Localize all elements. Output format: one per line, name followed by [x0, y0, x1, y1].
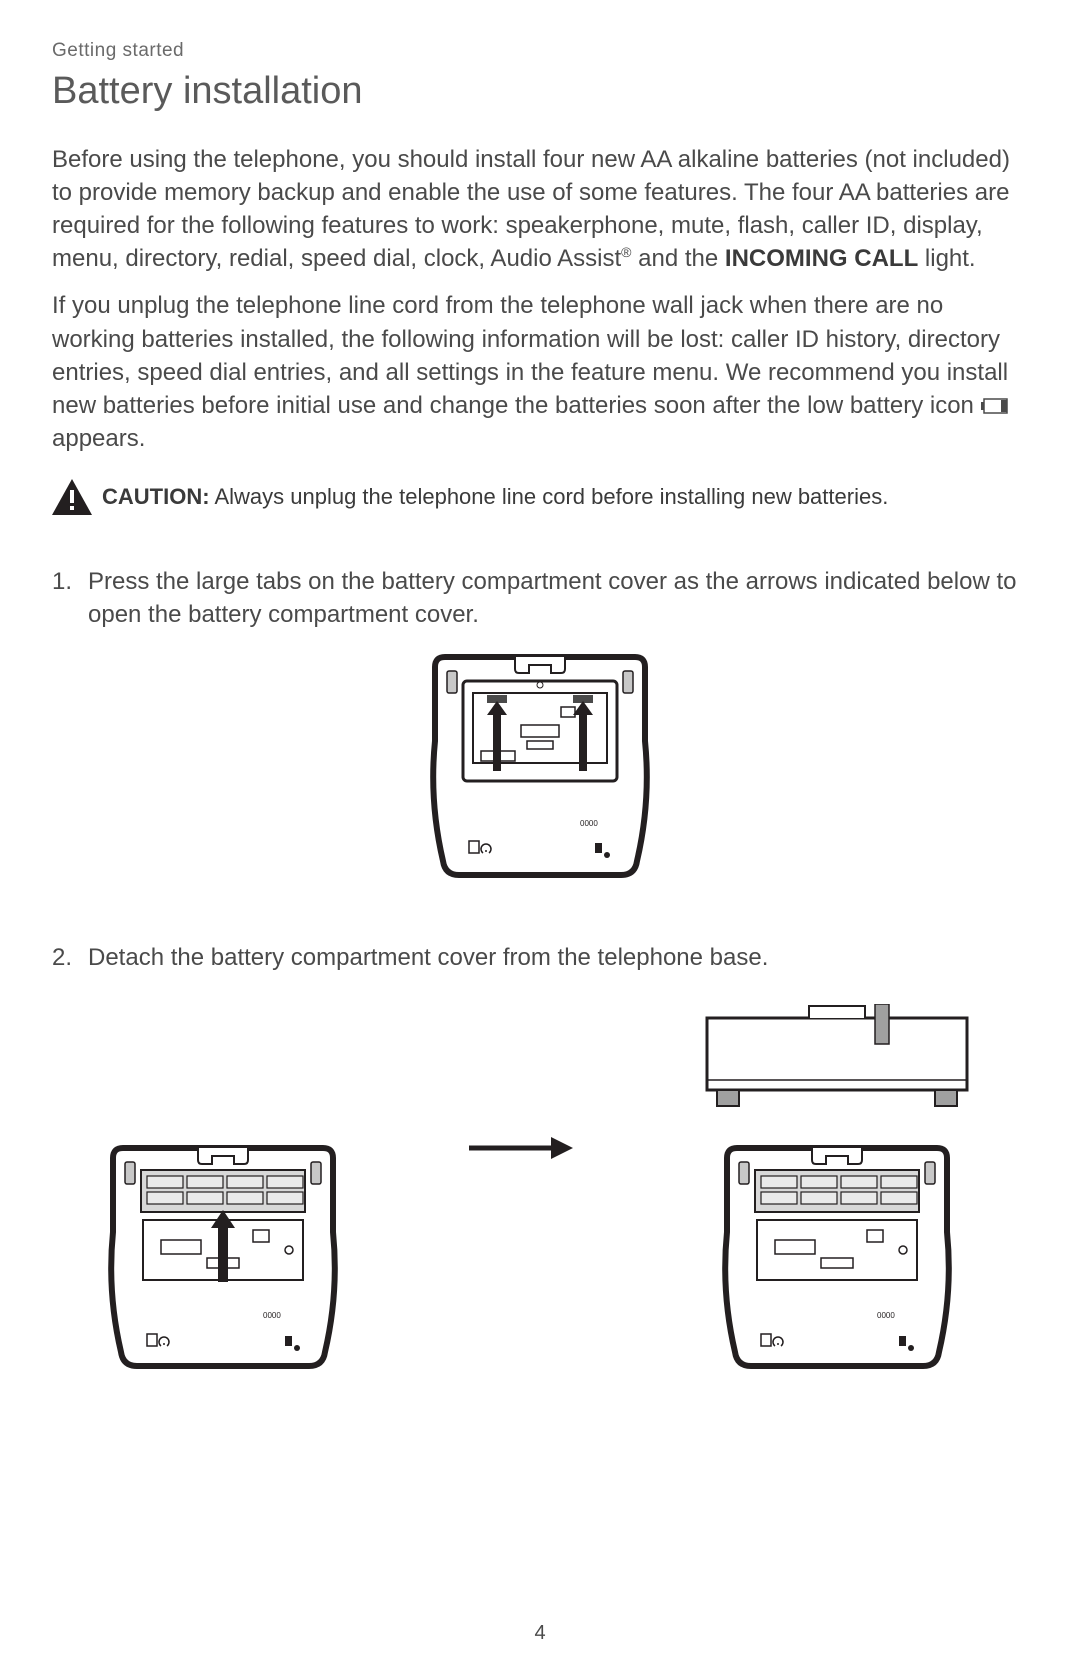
step-2-number: 2.	[52, 941, 80, 974]
low-battery-icon	[981, 398, 1009, 414]
figure-press-tabs: 0000	[425, 651, 655, 881]
p1-text-b: and the	[632, 245, 725, 272]
caution-label: CAUTION:	[102, 484, 210, 509]
caution-row: CAUTION: Always unplug the telephone lin…	[52, 479, 1028, 515]
p2-text-b: appears.	[52, 425, 145, 452]
step-2: 2. Detach the battery compartment cover …	[52, 941, 1028, 974]
figure-detached-cover	[697, 1004, 977, 1114]
figure-1-wrap: 0000	[52, 651, 1028, 881]
figure-2-wrap: 0000	[52, 1004, 1028, 1372]
figure-lift-cover: 0000	[103, 1122, 343, 1372]
warning-triangle-icon	[52, 479, 92, 515]
svg-text:0000: 0000	[877, 1311, 895, 1320]
figure-right-column: 0000	[697, 1004, 977, 1372]
svg-text:0000: 0000	[263, 1311, 281, 1320]
intro-paragraph-2: If you unplug the telephone line cord fr…	[52, 289, 1028, 455]
page-title: Battery installation	[52, 70, 1028, 113]
step-1-text: Press the large tabs on the battery comp…	[88, 565, 1028, 631]
registered-mark: ®	[621, 244, 631, 260]
page-number: 4	[534, 1622, 545, 1645]
step-2-text: Detach the battery compartment cover fro…	[88, 941, 768, 974]
step-1: 1. Press the large tabs on the battery c…	[52, 565, 1028, 631]
figure-open-base: 0000	[717, 1132, 957, 1372]
breadcrumb: Getting started	[52, 40, 1028, 62]
step-1-number: 1.	[52, 565, 80, 631]
arrow-right-icon	[465, 1133, 575, 1163]
caution-text: CAUTION: Always unplug the telephone lin…	[102, 484, 888, 510]
p1-text-c: light.	[918, 245, 975, 272]
svg-text:0000: 0000	[580, 819, 598, 828]
incoming-call-label: INCOMING CALL	[725, 245, 918, 272]
intro-paragraph-1: Before using the telephone, you should i…	[52, 143, 1028, 275]
caution-body: Always unplug the telephone line cord be…	[210, 484, 889, 509]
p2-text-a: If you unplug the telephone line cord fr…	[52, 292, 1008, 418]
